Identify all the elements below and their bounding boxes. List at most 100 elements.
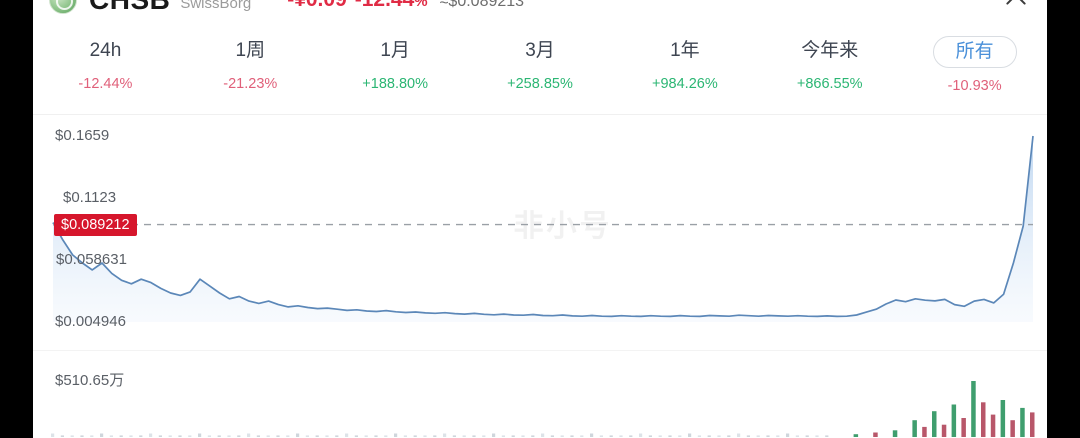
volume-bar — [217, 435, 221, 437]
volume-bar — [345, 433, 349, 437]
volume-bar — [1010, 420, 1015, 437]
range-tab-2[interactable]: 1月 +188.80% — [323, 22, 468, 92]
range-tab-value: +258.85% — [507, 76, 573, 92]
close-icon[interactable] — [999, 0, 1033, 12]
coin-symbol: CHSB — [89, 0, 170, 16]
volume-bar — [1020, 407, 1025, 437]
volume-bar — [688, 433, 692, 437]
volume-bar — [853, 434, 859, 437]
volume-bar — [599, 435, 603, 437]
volume-bar — [707, 435, 711, 437]
volume-bar — [403, 435, 407, 437]
volume-bar — [178, 435, 182, 437]
y-axis-label-1: $0.1123 — [63, 188, 117, 206]
volume-bar — [198, 433, 202, 437]
volume-bar — [795, 435, 799, 437]
volume-bar — [452, 435, 456, 437]
range-tab-0[interactable]: 24h -12.44% — [33, 22, 178, 92]
volume-bar — [256, 435, 260, 437]
range-tab-label: 所有 — [932, 36, 1017, 68]
volume-bar — [443, 433, 447, 437]
volume-bar — [90, 435, 94, 437]
range-tab-1[interactable]: 1周 -21.23% — [178, 22, 323, 92]
volume-bar — [805, 435, 809, 437]
volume-bar — [354, 435, 358, 437]
volume-bar — [482, 435, 486, 437]
volume-bar — [756, 435, 760, 437]
volume-bar — [932, 411, 937, 437]
volume-bar — [296, 433, 300, 437]
volume-bar — [776, 435, 780, 437]
volume-bar — [384, 435, 388, 437]
price-area-fill — [53, 136, 1033, 322]
volume-bar — [981, 402, 986, 437]
volume-bar — [580, 435, 584, 437]
volume-bar — [501, 435, 505, 437]
y-axis-label-3: $0.058631 — [56, 250, 127, 268]
volume-bar — [941, 424, 947, 437]
volume-bar — [237, 435, 241, 437]
volume-bar — [609, 435, 613, 437]
volume-bar — [139, 435, 143, 437]
volume-bar — [678, 435, 682, 437]
range-tab-label: 1周 — [235, 40, 266, 61]
volume-bar — [149, 433, 153, 437]
volume-bar — [325, 435, 329, 437]
volume-chart[interactable]: $510.65万 — [33, 350, 1047, 438]
volume-bar — [560, 435, 564, 437]
volume-bar — [305, 435, 309, 437]
current-price-badge: $0.089212 — [54, 213, 137, 236]
range-tab-value: -10.93% — [947, 78, 1002, 94]
range-tab-value: +188.80% — [362, 76, 428, 92]
volume-bar — [492, 433, 496, 437]
range-tab-6[interactable]: 所有 -10.93% — [902, 22, 1047, 94]
volume-bar — [129, 435, 133, 437]
volume-bar — [727, 435, 731, 437]
volume-bar — [658, 435, 662, 437]
volume-bar — [100, 433, 104, 437]
y-axis-label-4: $0.004946 — [55, 313, 126, 330]
volume-bar — [511, 435, 515, 437]
range-tab-value: +984.26% — [652, 76, 718, 92]
range-tab-5[interactable]: 今年来 +866.55% — [757, 22, 902, 92]
price-change-percent: -12.44 — [355, 0, 415, 11]
range-tab-3[interactable]: 3月 +258.85% — [468, 22, 613, 92]
volume-bar — [619, 435, 623, 437]
volume-bar — [766, 435, 770, 437]
volume-bar — [746, 435, 750, 437]
range-tab-value: -21.23% — [223, 76, 278, 92]
volume-bar — [786, 433, 790, 437]
volume-bar — [521, 435, 525, 437]
volume-bar — [892, 430, 898, 437]
volume-bar — [541, 433, 545, 437]
volume-chart-svg — [51, 381, 1035, 437]
range-tabs: 24h -12.44% 1周 -21.23% 1月 +188.80% 3月 +258.85% 1… — [33, 22, 1047, 115]
volume-bar — [168, 435, 172, 437]
volume-bar — [697, 435, 701, 437]
range-tab-4[interactable]: 1年 +984.26% — [612, 22, 757, 92]
approx-price: ≈$0.089213 — [439, 0, 525, 10]
volume-axis-label: $510.65万 — [55, 372, 125, 389]
volume-bar — [158, 435, 162, 437]
volume-bar — [433, 435, 437, 437]
price-line — [52, 135, 1034, 318]
volume-bar — [266, 435, 270, 437]
price-chart[interactable]: 非小号 $0.1659 $0.1123 $0.089212 $0.058631 … — [33, 118, 1047, 340]
volume-bar — [394, 433, 398, 437]
volume-bar — [315, 435, 319, 437]
chsb-coin-icon — [49, 0, 77, 14]
volume-bar — [247, 433, 251, 437]
volume-bar — [668, 435, 672, 437]
volume-bar — [971, 381, 976, 437]
volume-bar — [462, 435, 466, 437]
volume-bar — [286, 435, 290, 437]
y-axis-label-0: $0.1659 — [55, 127, 110, 144]
volume-bar — [472, 435, 476, 437]
coin-detail-card: CHSB SwissBorg -¥0.09-12.44% ≈$0.089213 … — [33, 0, 1047, 438]
range-tab-label: 今年来 — [801, 40, 859, 61]
volume-bar — [873, 432, 878, 437]
volume-bar — [119, 435, 123, 437]
range-tab-label: 24h — [89, 40, 122, 61]
coin-name: SwissBorg — [180, 0, 252, 12]
